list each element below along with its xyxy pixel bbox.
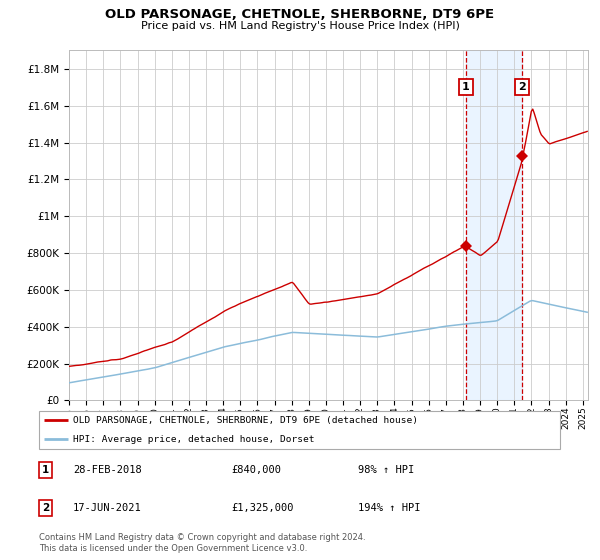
Text: OLD PARSONAGE, CHETNOLE, SHERBORNE, DT9 6PE (detached house): OLD PARSONAGE, CHETNOLE, SHERBORNE, DT9 … xyxy=(73,416,418,424)
Text: £1,325,000: £1,325,000 xyxy=(232,503,294,513)
Text: 1: 1 xyxy=(42,465,49,475)
Text: 17-JUN-2021: 17-JUN-2021 xyxy=(73,503,142,513)
Text: 28-FEB-2018: 28-FEB-2018 xyxy=(73,465,142,475)
Text: 2: 2 xyxy=(42,503,49,513)
Text: 98% ↑ HPI: 98% ↑ HPI xyxy=(358,465,415,475)
Bar xyxy=(466,50,522,400)
Text: Contains HM Land Registry data © Crown copyright and database right 2024.
This d: Contains HM Land Registry data © Crown c… xyxy=(39,533,365,553)
FancyBboxPatch shape xyxy=(38,411,560,449)
Text: Price paid vs. HM Land Registry's House Price Index (HPI): Price paid vs. HM Land Registry's House … xyxy=(140,21,460,31)
Text: £840,000: £840,000 xyxy=(232,465,281,475)
Text: 194% ↑ HPI: 194% ↑ HPI xyxy=(358,503,421,513)
Text: OLD PARSONAGE, CHETNOLE, SHERBORNE, DT9 6PE: OLD PARSONAGE, CHETNOLE, SHERBORNE, DT9 … xyxy=(106,8,494,21)
Text: 2: 2 xyxy=(518,82,526,92)
Text: 1: 1 xyxy=(461,82,469,92)
Text: HPI: Average price, detached house, Dorset: HPI: Average price, detached house, Dors… xyxy=(73,435,314,444)
